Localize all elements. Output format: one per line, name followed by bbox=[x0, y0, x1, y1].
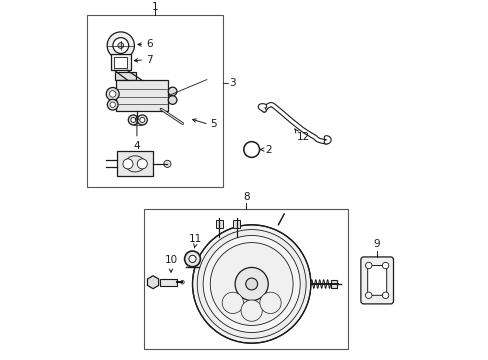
Bar bbox=[159, 279, 177, 286]
Text: 3: 3 bbox=[229, 78, 236, 88]
Text: 1: 1 bbox=[152, 2, 159, 12]
Bar bbox=[330, 280, 336, 288]
Text: 12: 12 bbox=[297, 132, 310, 142]
Circle shape bbox=[180, 280, 184, 284]
Bar bbox=[117, 151, 153, 176]
Text: 8: 8 bbox=[243, 192, 249, 202]
Circle shape bbox=[140, 117, 144, 122]
Circle shape bbox=[118, 43, 123, 48]
Circle shape bbox=[107, 99, 118, 110]
Circle shape bbox=[109, 91, 116, 97]
Circle shape bbox=[203, 235, 300, 333]
FancyBboxPatch shape bbox=[360, 257, 393, 304]
Circle shape bbox=[235, 267, 268, 301]
Bar bbox=[114, 72, 136, 81]
Circle shape bbox=[184, 251, 200, 267]
Circle shape bbox=[365, 292, 371, 298]
Bar bbox=[114, 57, 127, 68]
Text: 10: 10 bbox=[164, 255, 177, 265]
Text: 4: 4 bbox=[133, 141, 140, 151]
Circle shape bbox=[106, 87, 119, 100]
Circle shape bbox=[259, 292, 281, 314]
Circle shape bbox=[382, 292, 388, 298]
Text: 9: 9 bbox=[373, 239, 380, 249]
Circle shape bbox=[128, 115, 138, 125]
Circle shape bbox=[197, 230, 305, 338]
Circle shape bbox=[168, 87, 177, 96]
Text: 6: 6 bbox=[145, 40, 152, 49]
Text: 5: 5 bbox=[210, 120, 217, 130]
Circle shape bbox=[107, 32, 134, 59]
Bar bbox=[86, 15, 223, 187]
FancyBboxPatch shape bbox=[367, 266, 386, 295]
Text: 2: 2 bbox=[265, 144, 271, 154]
Circle shape bbox=[122, 159, 133, 169]
Circle shape bbox=[163, 160, 171, 167]
Circle shape bbox=[241, 300, 262, 321]
Circle shape bbox=[137, 159, 147, 169]
Bar bbox=[144, 209, 348, 348]
Bar bbox=[233, 220, 240, 228]
Circle shape bbox=[113, 38, 128, 53]
Circle shape bbox=[137, 115, 147, 125]
Circle shape bbox=[168, 96, 177, 104]
Bar bbox=[215, 220, 222, 228]
Bar bbox=[116, 81, 168, 111]
Circle shape bbox=[131, 117, 136, 122]
Polygon shape bbox=[147, 276, 158, 289]
Circle shape bbox=[192, 225, 310, 343]
Circle shape bbox=[210, 243, 292, 325]
Text: 7: 7 bbox=[145, 55, 152, 65]
Circle shape bbox=[110, 102, 115, 107]
Bar bbox=[110, 54, 131, 70]
Circle shape bbox=[222, 292, 243, 314]
Circle shape bbox=[245, 278, 257, 290]
Circle shape bbox=[365, 262, 371, 269]
Circle shape bbox=[188, 255, 196, 262]
Text: 11: 11 bbox=[188, 234, 201, 244]
Circle shape bbox=[382, 262, 388, 269]
